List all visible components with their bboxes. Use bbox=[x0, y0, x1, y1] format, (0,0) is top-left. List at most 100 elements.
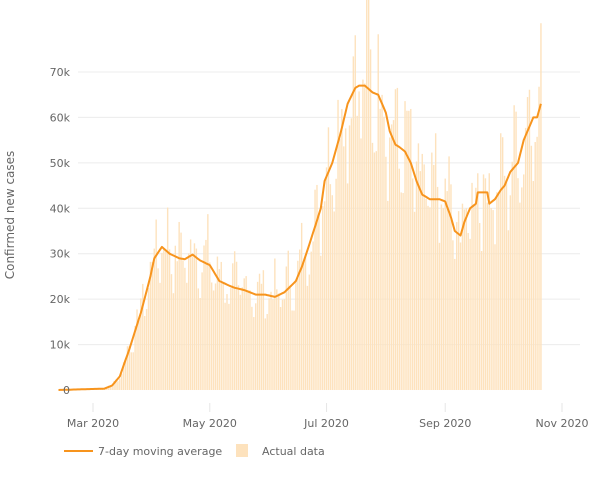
actual-data-bar bbox=[170, 274, 173, 390]
actual-data-bar bbox=[421, 153, 423, 390]
actual-data-bar bbox=[496, 192, 498, 390]
actual-data-bar bbox=[268, 298, 270, 390]
actual-data-bar bbox=[107, 387, 110, 390]
actual-data-bar bbox=[172, 293, 175, 390]
actual-data-bar bbox=[381, 94, 383, 390]
actual-data-bar bbox=[521, 187, 523, 390]
actual-data-bar bbox=[277, 293, 280, 390]
actual-data-bar bbox=[256, 281, 259, 390]
actual-data-bar bbox=[436, 186, 439, 390]
actual-data-bar bbox=[308, 274, 311, 390]
actual-data-bar bbox=[304, 255, 307, 390]
legend-label-moving-average[interactable]: 7-day moving average bbox=[98, 445, 222, 458]
legend-label-actual-data[interactable]: Actual data bbox=[262, 445, 325, 458]
actual-data-bar bbox=[532, 181, 534, 390]
actual-data-bar bbox=[149, 261, 152, 390]
actual-data-bar bbox=[356, 115, 358, 390]
actual-data-bar bbox=[220, 261, 222, 390]
actual-data-bar bbox=[121, 373, 123, 390]
actual-data-bar bbox=[299, 249, 301, 390]
x-tick-label: Sep 2020 bbox=[419, 417, 471, 430]
moving-average-line-group bbox=[58, 84, 542, 391]
actual-data-bar bbox=[306, 285, 309, 390]
actual-data-bar bbox=[113, 380, 115, 390]
actual-data-bar bbox=[289, 286, 291, 390]
actual-data-bar bbox=[517, 178, 519, 390]
actual-data-bar bbox=[331, 195, 333, 390]
actual-data-bar bbox=[434, 133, 437, 390]
actual-data-bar bbox=[538, 86, 540, 390]
actual-data-bar bbox=[411, 178, 414, 390]
actual-data-bar bbox=[367, 0, 370, 391]
actual-data-bar bbox=[163, 248, 165, 390]
actual-data-bar bbox=[402, 193, 404, 390]
actual-data-bar bbox=[117, 381, 119, 390]
x-axis: Mar 2020 May 2020 Jul 2020 Sep 2020 Nov 2020 bbox=[67, 403, 589, 430]
actual-data-bar bbox=[358, 91, 360, 390]
actual-data-bar bbox=[344, 128, 347, 390]
actual-data-bar bbox=[413, 211, 416, 390]
actual-data-bar bbox=[459, 242, 462, 390]
actual-data-bar bbox=[245, 276, 247, 390]
actual-data-bar bbox=[482, 174, 485, 390]
actual-data-bar bbox=[448, 156, 450, 390]
actual-data-bar bbox=[130, 352, 132, 390]
actual-data-bar bbox=[276, 289, 278, 390]
actual-data-bar bbox=[291, 310, 293, 390]
actual-data-bar bbox=[165, 251, 167, 390]
actual-data-bar bbox=[369, 49, 372, 391]
actual-data-bar bbox=[193, 243, 196, 390]
y-tick-label: 30k bbox=[50, 248, 71, 261]
actual-data-bar bbox=[452, 240, 454, 390]
actual-data-bar bbox=[153, 248, 155, 390]
actual-data-bar bbox=[463, 209, 466, 390]
actual-data-bar bbox=[343, 146, 345, 390]
actual-data-bar bbox=[247, 290, 249, 390]
actual-data-bar bbox=[540, 23, 542, 390]
actual-data-bar bbox=[239, 294, 242, 390]
actual-data-bar bbox=[377, 34, 379, 390]
actual-data-bar bbox=[433, 164, 435, 390]
actual-data-bar bbox=[314, 189, 316, 390]
actual-data-bar bbox=[346, 183, 349, 390]
actual-data-bar bbox=[427, 205, 429, 390]
actual-data-bar bbox=[322, 206, 324, 390]
actual-data-bar bbox=[492, 210, 494, 390]
actual-data-bar bbox=[371, 142, 374, 390]
x-tick-label: Nov 2020 bbox=[536, 417, 589, 430]
x-tick-label: May 2020 bbox=[183, 417, 237, 430]
actual-data-bar bbox=[511, 161, 513, 390]
actual-data-bar bbox=[498, 194, 500, 390]
actual-data-bar bbox=[431, 152, 433, 390]
actual-data-bar bbox=[450, 184, 452, 390]
actual-data-bar bbox=[182, 260, 184, 390]
actual-data-bar bbox=[513, 105, 515, 391]
actual-data-bar bbox=[354, 35, 356, 391]
actual-data-bar bbox=[316, 184, 318, 390]
actual-data-bar bbox=[509, 195, 512, 390]
actual-data-bar bbox=[488, 173, 490, 390]
actual-data-bar bbox=[209, 262, 211, 390]
actual-data-bar bbox=[333, 211, 335, 390]
actual-data-bar bbox=[394, 89, 397, 390]
actual-data-bar bbox=[199, 297, 201, 390]
actual-data-bar bbox=[285, 266, 288, 390]
actual-data-bar bbox=[241, 287, 244, 390]
actual-data-bar bbox=[274, 258, 276, 390]
actual-data-bar bbox=[480, 251, 483, 390]
actual-data-bar bbox=[396, 87, 399, 390]
actual-data-bar bbox=[203, 245, 205, 390]
actual-data-bar bbox=[105, 387, 108, 390]
actual-data-bar bbox=[109, 386, 111, 390]
actual-data-bar bbox=[507, 230, 510, 390]
actual-data-bar bbox=[438, 242, 441, 390]
actual-data-bar bbox=[186, 282, 188, 390]
actual-data-bar bbox=[490, 208, 492, 390]
actual-data-bar bbox=[253, 317, 255, 390]
actual-data-bar bbox=[327, 127, 330, 391]
legend-bar-swatch bbox=[236, 444, 248, 457]
actual-data-bar bbox=[478, 223, 481, 390]
actual-data-bars bbox=[92, 0, 542, 391]
actual-data-bar bbox=[457, 211, 460, 390]
